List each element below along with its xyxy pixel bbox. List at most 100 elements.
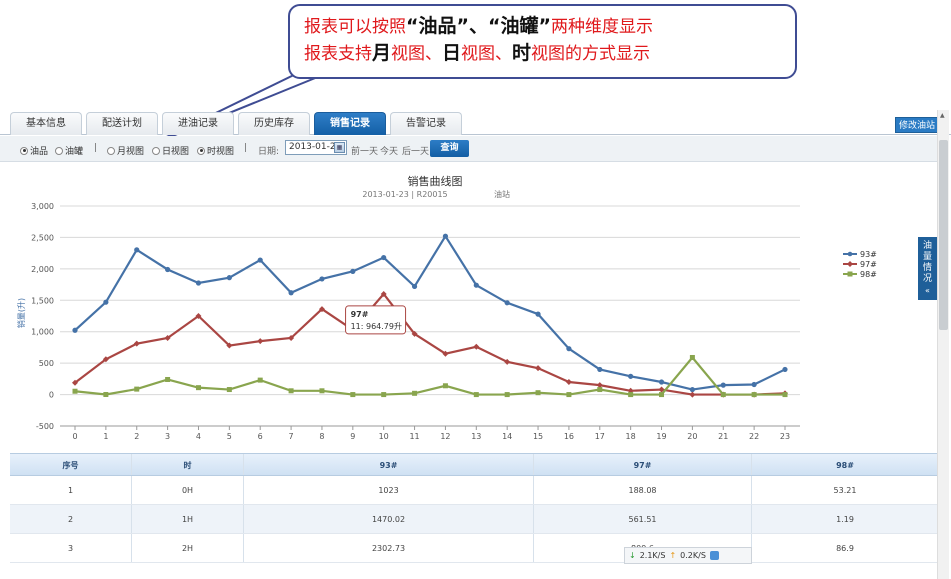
- data-point: [504, 358, 511, 365]
- table-row: 2 1H 1470.02 561.51 1.19: [10, 505, 938, 534]
- y-tick-label: 0: [49, 391, 54, 400]
- data-point: [782, 392, 788, 398]
- x-tick-label: 18: [626, 432, 636, 441]
- data-point: [473, 282, 479, 288]
- data-point: [257, 338, 264, 345]
- tab-inbound-records[interactable]: 进油记录: [162, 112, 234, 135]
- data-point: [566, 392, 572, 398]
- tab-delivery-plan[interactable]: 配送计划: [86, 112, 158, 135]
- data-point: [504, 392, 510, 398]
- data-point: [288, 335, 295, 341]
- col-header-98: 98#: [836, 461, 854, 470]
- data-point: [226, 342, 233, 349]
- x-tick-label: 15: [533, 432, 543, 441]
- sales-table: 序号 时 93# 97# 98# 1 0H 1023 188.08 53.21 …: [10, 453, 938, 563]
- cell: 1H: [132, 505, 244, 533]
- x-tick-label: 14: [502, 432, 512, 441]
- col-header-93: 93#: [244, 454, 534, 475]
- data-point: [597, 366, 603, 373]
- y-tick-label: 2,000: [31, 265, 54, 274]
- data-point: [257, 257, 263, 263]
- data-point: [535, 311, 541, 317]
- date-field[interactable]: 2013-01-23: [285, 140, 347, 155]
- tab-stock-history[interactable]: 历史库存: [238, 112, 310, 135]
- data-point: [720, 392, 726, 398]
- tab-alarm-records[interactable]: 告警记录: [390, 112, 462, 135]
- data-point: [504, 300, 510, 306]
- x-tick-label: 3: [165, 432, 170, 441]
- divider: |: [244, 143, 248, 153]
- data-point: [782, 366, 788, 373]
- callout-line-2: 报表支持月视图、日视图、时视图的方式显示: [304, 42, 651, 64]
- data-point: [165, 376, 171, 382]
- cell: 53.21: [833, 486, 857, 495]
- legend-label: 98#: [860, 270, 877, 279]
- legend-label: 97#: [860, 260, 877, 269]
- next-day-link[interactable]: 后一天: [402, 147, 430, 157]
- data-point: [720, 382, 726, 388]
- edit-station-button[interactable]: 修改油站: [895, 117, 939, 133]
- data-point: [565, 379, 572, 385]
- oil-level-side-tab[interactable]: 油量情况 «: [918, 237, 937, 300]
- radio-tank[interactable]: 油罐: [55, 144, 83, 157]
- x-tick-label: 4: [196, 432, 201, 441]
- radio-hour-view[interactable]: 时视图: [197, 144, 234, 157]
- legend-marker: [847, 251, 853, 257]
- x-tick-label: 19: [656, 432, 666, 441]
- x-tick-label: 9: [350, 432, 355, 441]
- radio-day-view[interactable]: 日视图: [152, 144, 189, 157]
- radio-icon: [55, 146, 63, 155]
- x-tick-label: 8: [319, 432, 324, 441]
- data-point: [103, 391, 109, 397]
- scroll-up-icon[interactable]: ▲: [940, 112, 945, 119]
- x-tick-label: 17: [595, 432, 605, 441]
- tab-sales-records[interactable]: 销售记录: [314, 112, 386, 135]
- data-point: [318, 306, 325, 313]
- data-point: [751, 381, 757, 388]
- series-line-93#: [74, 234, 786, 391]
- data-point: [411, 330, 418, 337]
- query-button[interactable]: 查询: [430, 140, 469, 157]
- series-line-98#: [74, 355, 785, 396]
- data-point: [195, 280, 202, 286]
- data-point: [288, 388, 294, 394]
- table-header: 序号 时 93# 97# 98#: [10, 453, 938, 476]
- upload-arrow-icon: ↑: [669, 551, 677, 560]
- data-point: [659, 392, 665, 398]
- data-point: [72, 327, 78, 333]
- scroll-thumb[interactable]: [939, 140, 948, 330]
- vertical-scrollbar[interactable]: ▲: [937, 110, 949, 579]
- data-point: [689, 354, 695, 360]
- radio-oil[interactable]: 油品: [20, 144, 48, 157]
- data-point: [658, 386, 665, 393]
- data-point: [165, 266, 171, 273]
- x-tick-label: 11: [409, 432, 419, 441]
- table-row: 3 2H 2302.73 809.6 86.9: [10, 534, 938, 563]
- data-point: [134, 247, 140, 253]
- tab-basic-info[interactable]: 基本信息: [10, 112, 82, 135]
- x-tick-label: 23: [780, 432, 790, 441]
- today-link[interactable]: 今天: [380, 147, 399, 157]
- x-tick-label: 16: [564, 432, 574, 441]
- data-point: [751, 392, 757, 398]
- radio-icon: [197, 146, 205, 155]
- col-header-97: 97#: [534, 454, 752, 475]
- filter-toolbar: 油品 油罐 | 月视图 日视图 时视图 | 日期: 2013-01-23 ▦ 前…: [0, 136, 937, 162]
- calendar-icon[interactable]: ▦: [334, 142, 345, 153]
- callout-line-1: 报表可以按照“油品”、“油罐”两种维度显示: [304, 15, 653, 37]
- data-point: [319, 388, 325, 394]
- data-point: [535, 365, 542, 372]
- cell: 1023: [244, 476, 534, 504]
- y-tick-label: 1,500: [31, 296, 54, 305]
- col-header-hour: 时: [132, 454, 244, 475]
- chart-title: 销售曲线图: [408, 174, 463, 188]
- radio-month-view[interactable]: 月视图: [107, 144, 144, 157]
- y-tick-label: 500: [39, 359, 54, 368]
- prev-day-link[interactable]: 前一天: [351, 147, 379, 157]
- x-tick-label: 0: [72, 432, 77, 441]
- chart-subtitle-station: 油站: [494, 189, 510, 199]
- data-point: [597, 387, 603, 393]
- y-tick-label: -500: [36, 422, 54, 431]
- cell: 0H: [132, 476, 244, 504]
- radio-icon: [152, 146, 160, 155]
